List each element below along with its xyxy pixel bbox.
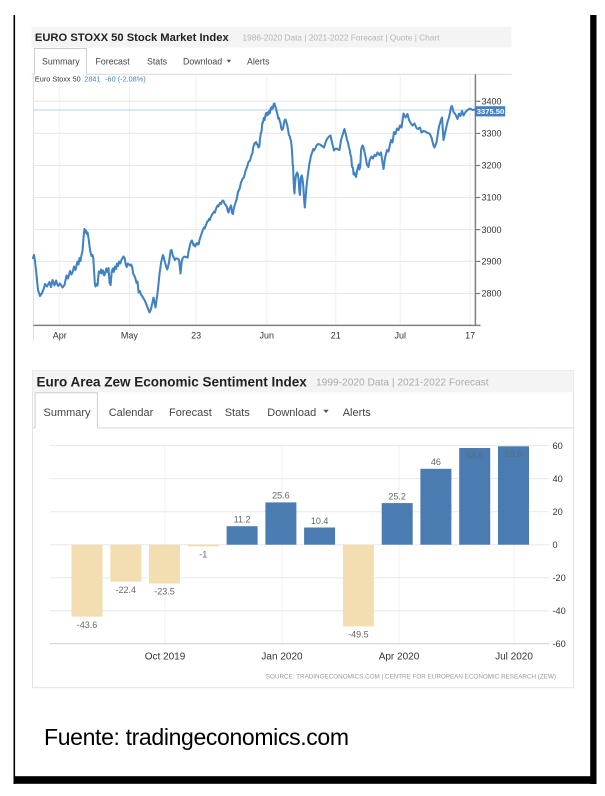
svg-text:58.6: 58.6 — [466, 451, 484, 461]
svg-text:2841: 2841 — [84, 75, 100, 84]
svg-text:Forecast: Forecast — [169, 407, 212, 419]
svg-text:Jul: Jul — [394, 331, 406, 341]
svg-text:10.4: 10.4 — [311, 516, 329, 526]
svg-text:0: 0 — [553, 540, 558, 550]
svg-text:-43.6: -43.6 — [77, 620, 98, 630]
svg-text:Euro Stoxx 50: Euro Stoxx 50 — [35, 75, 81, 84]
svg-text:Alerts: Alerts — [343, 407, 372, 419]
svg-text:60: 60 — [553, 441, 563, 451]
svg-text:Alerts: Alerts — [247, 57, 270, 67]
svg-text:-23.5: -23.5 — [154, 587, 175, 597]
svg-text:3375.50: 3375.50 — [477, 107, 504, 116]
svg-text:11.2: 11.2 — [234, 515, 251, 525]
svg-text:-1: -1 — [199, 550, 207, 560]
svg-text:Summary: Summary — [44, 407, 92, 419]
svg-text:59.6: 59.6 — [505, 449, 523, 459]
svg-text:40: 40 — [553, 474, 563, 484]
svg-text:-22.4: -22.4 — [116, 585, 137, 595]
svg-text:3200: 3200 — [482, 161, 502, 171]
svg-text:SOURCE: TRADINGECONOMICS.COM |: SOURCE: TRADINGECONOMICS.COM | CENTRE FO… — [266, 674, 556, 681]
svg-text:Forecast: Forecast — [96, 57, 131, 67]
svg-text:25.6: 25.6 — [272, 491, 290, 501]
svg-text:May: May — [121, 331, 139, 341]
svg-text:46: 46 — [431, 457, 441, 467]
svg-text:Stats: Stats — [147, 57, 168, 67]
svg-text:3100: 3100 — [482, 193, 502, 203]
svg-text:21: 21 — [331, 331, 341, 341]
svg-text:-20: -20 — [553, 573, 566, 583]
svg-text:1986-2020 Data | 2021-2022 For: 1986-2020 Data | 2021-2022 Forecast | Qu… — [243, 33, 441, 43]
svg-text:3300: 3300 — [482, 129, 502, 139]
svg-text:Stats: Stats — [225, 407, 251, 419]
svg-text:Oct 2019: Oct 2019 — [145, 652, 186, 663]
svg-text:3400: 3400 — [482, 97, 502, 107]
svg-text:3000: 3000 — [482, 225, 502, 235]
svg-text:20: 20 — [553, 507, 563, 517]
svg-text:25.2: 25.2 — [388, 491, 406, 501]
svg-text:-49.5: -49.5 — [348, 630, 369, 640]
svg-text:Calendar: Calendar — [109, 407, 154, 419]
svg-text:Fuente: tradingeconomics.com: Fuente: tradingeconomics.com — [44, 724, 349, 750]
svg-text:EURO STOXX 50 Stock Market Ind: EURO STOXX 50 Stock Market Index — [35, 32, 230, 44]
svg-text:17: 17 — [465, 331, 475, 341]
svg-text:Apr 2020: Apr 2020 — [379, 652, 420, 663]
svg-text:Jul 2020: Jul 2020 — [495, 652, 533, 663]
svg-text:2900: 2900 — [482, 257, 502, 267]
svg-text:1999-2020 Data | 2021-2022 For: 1999-2020 Data | 2021-2022 Forecast — [316, 378, 489, 389]
svg-text:Euro Area Zew Economic Sentime: Euro Area Zew Economic Sentiment Index — [37, 374, 308, 389]
svg-text:Download: Download — [183, 57, 222, 67]
svg-text:-40: -40 — [553, 606, 566, 616]
svg-text:Jun: Jun — [260, 331, 275, 341]
svg-text:-60: -60 — [553, 639, 566, 649]
svg-text:Download: Download — [267, 407, 316, 419]
svg-text:Jan 2020: Jan 2020 — [261, 652, 303, 663]
svg-text:23: 23 — [191, 331, 201, 341]
svg-text:-60 (-2.08%): -60 (-2.08%) — [105, 75, 146, 84]
svg-text:2800: 2800 — [482, 289, 502, 299]
svg-text:Apr: Apr — [53, 331, 67, 341]
svg-text:Summary: Summary — [42, 57, 80, 67]
